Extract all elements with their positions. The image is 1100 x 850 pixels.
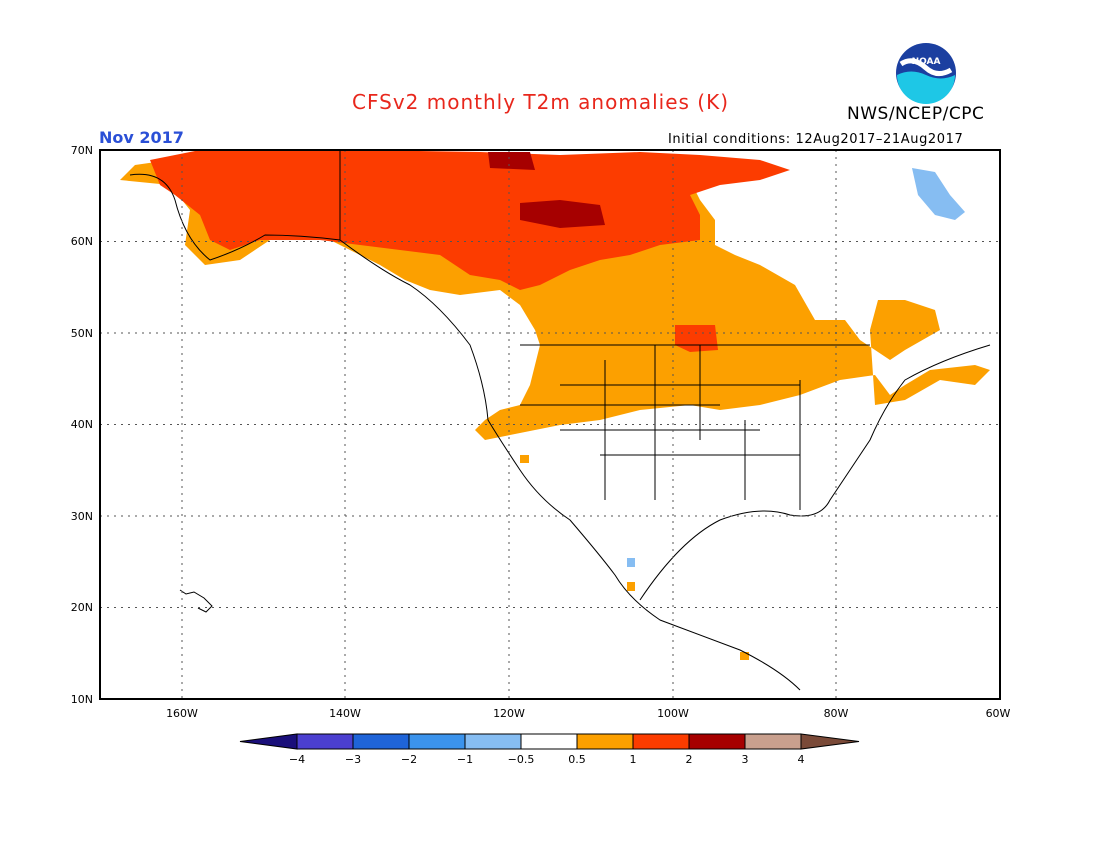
colorbar-segment	[296, 733, 354, 750]
colorbar-level-label: 4	[798, 753, 805, 766]
colorbar-level-label: −4	[289, 753, 305, 766]
lon-label: 80W	[824, 707, 849, 720]
colorbar-level-label: −1	[457, 753, 473, 766]
logo-text: NOAA	[912, 57, 941, 67]
colorbar-level-label: −0.5	[508, 753, 535, 766]
colorbar-max-arrow	[800, 733, 860, 750]
colorbar-segment	[520, 733, 578, 750]
lat-label: 60N	[71, 235, 93, 248]
agency-label: NWS/NCEP/CPC	[847, 104, 985, 124]
colorbar-segment	[408, 733, 466, 750]
lon-label: 160W	[166, 707, 198, 720]
lon-label: 100W	[657, 707, 689, 720]
noaa-logo-icon: NOAA	[896, 43, 956, 104]
colorbar-segment	[744, 733, 802, 750]
lat-label: 50N	[71, 327, 93, 340]
colorbar-segment	[576, 733, 634, 750]
lat-labels: 70N 60N 50N 40N 30N 20N 10N	[71, 144, 93, 706]
forecast-month: Nov 2017	[99, 128, 184, 147]
lat-label: 30N	[71, 510, 93, 523]
lat-label: 10N	[71, 693, 93, 706]
map-title: CFSv2 monthly T2m anomalies (K)	[352, 90, 729, 114]
lon-labels: 160W 140W 120W 100W 80W 60W	[166, 707, 1010, 720]
colorbar-level-label: −2	[401, 753, 417, 766]
colorbar-segment	[632, 733, 690, 750]
colorbar-level-label: −3	[345, 753, 361, 766]
colorbar: −4 −3 −2 −1 −0.5 0.5 1 2 3 4	[239, 733, 860, 766]
lat-label: 70N	[71, 144, 93, 157]
map-frame	[99, 149, 1001, 700]
colorbar-level-label: 0.5	[568, 753, 586, 766]
lon-label: 140W	[329, 707, 361, 720]
graticule	[100, 150, 1000, 699]
anomaly-fields	[120, 150, 990, 660]
coastlines	[129, 150, 991, 691]
colorbar-level-label: 3	[742, 753, 749, 766]
lat-label: 40N	[71, 418, 93, 431]
colorbar-min-arrow	[239, 733, 298, 750]
lon-label: 120W	[493, 707, 525, 720]
colorbar-segment	[464, 733, 522, 750]
lat-label: 20N	[71, 601, 93, 614]
colorbar-level-label: 1	[630, 753, 637, 766]
colorbar-level-label: 2	[686, 753, 693, 766]
colorbar-segment	[352, 733, 410, 750]
colorbar-segment	[688, 733, 746, 750]
initial-conditions: Initial conditions: 12Aug2017–21Aug2017	[668, 132, 964, 147]
lon-label: 60W	[986, 707, 1011, 720]
